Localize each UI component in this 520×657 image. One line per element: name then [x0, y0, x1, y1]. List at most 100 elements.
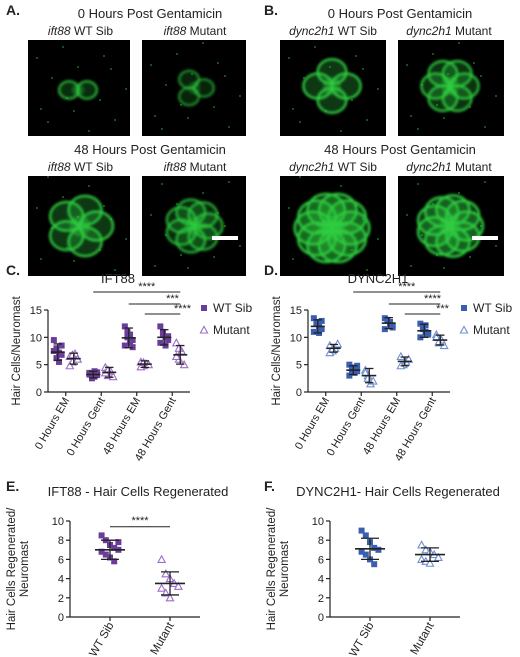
chart-title: DYNC2H1- Hair Cells Regenerated	[296, 484, 500, 499]
data-point	[419, 326, 426, 333]
series-wt-sib	[95, 532, 125, 565]
y-tick-label: 4	[318, 574, 324, 586]
data-point	[318, 326, 325, 333]
legend-label: Mutant	[213, 323, 250, 337]
data-point	[157, 323, 164, 330]
panel-f-label: F.	[264, 478, 275, 494]
data-point	[375, 546, 382, 553]
data-point	[422, 322, 429, 329]
micrograph-ift88-wt-0h	[28, 40, 130, 136]
data-point	[371, 561, 378, 568]
data-point	[98, 548, 105, 555]
y-tick-label: 10	[290, 332, 302, 344]
micrograph-ift88-mutant-0h	[142, 40, 246, 136]
data-point	[173, 581, 183, 590]
x-tick-label: 0 Hours EM	[33, 396, 72, 452]
data-point	[102, 551, 109, 558]
y-tick-label: 15	[290, 305, 302, 317]
panel-b-bottom-col1: dync2h1 WT Sib	[289, 160, 377, 174]
data-point	[171, 351, 181, 361]
data-point	[396, 351, 406, 361]
micrograph-dync2h1-mutant-48h	[398, 176, 504, 276]
neuromast-cells	[293, 192, 371, 264]
neuromast-cells	[420, 59, 480, 113]
data-point	[425, 329, 432, 336]
data-point	[165, 337, 172, 344]
significance-stars: ****	[131, 515, 149, 527]
panel-b-top-col2: dync2h1 Mutant	[406, 24, 492, 38]
data-point	[354, 368, 361, 375]
data-point	[56, 358, 63, 365]
panel-b-label: B.	[264, 2, 278, 18]
data-point	[421, 545, 431, 554]
y-tick-label: 4	[58, 574, 64, 586]
data-point	[121, 323, 128, 330]
panel-a-top-col2: ift88 Mutant	[163, 24, 227, 38]
data-point	[65, 361, 75, 370]
micrograph-ift88-mutant-48h	[142, 176, 246, 276]
micrograph-dync2h1-wt-0h	[280, 40, 386, 136]
data-point	[157, 339, 164, 346]
neuromast-cells	[302, 58, 362, 114]
x-tick-label: Mutant	[149, 620, 177, 657]
y-tick-label: 2	[58, 593, 64, 605]
significance-stars: ****	[138, 281, 156, 293]
data-point	[127, 339, 134, 346]
series-wt-sib	[355, 527, 385, 568]
data-point	[389, 324, 396, 331]
panel-c-label: C.	[6, 262, 20, 278]
y-axis-label: Hair Cells/Neuromast	[11, 296, 23, 406]
y-tick-label: 0	[318, 612, 324, 624]
data-point	[346, 372, 353, 379]
x-tick-label: 0 Hours EM	[293, 396, 332, 452]
data-point	[108, 371, 118, 381]
panel-b-bottom-col2: dync2h1 Mutant	[406, 160, 492, 174]
neuromast-cells	[165, 198, 224, 254]
data-point	[50, 337, 57, 344]
y-axis-label: Neuromast	[279, 540, 291, 597]
micrograph-ift88-wt-48h	[28, 176, 130, 276]
data-point	[459, 325, 469, 334]
y-tick-label: 0	[296, 387, 302, 399]
significance-stars: ***	[166, 293, 180, 305]
legend-label: WT Sib	[473, 301, 512, 315]
panel-a-top-heading: 0 Hours Post Gentamicin	[77, 6, 223, 21]
data-point	[159, 331, 166, 338]
y-tick-label: 10	[30, 332, 42, 344]
y-axis-label: Hair Cells Regenerated/	[266, 507, 278, 631]
scale-bar-a	[212, 236, 238, 240]
series-mutant	[65, 338, 189, 381]
data-point	[362, 551, 369, 558]
neuromast-cells	[416, 194, 485, 258]
y-tick-label: 10	[312, 516, 324, 528]
data-point	[333, 339, 343, 348]
data-point	[371, 544, 378, 551]
y-tick-label: 5	[36, 360, 42, 372]
y-tick-label: 6	[58, 554, 64, 566]
chart-ift88: IFT88 0 5 10 15 Hair Cells/Neuromast 0 Hours E…	[11, 271, 252, 463]
legend-item: Mutant	[199, 323, 250, 337]
data-point	[157, 554, 167, 563]
x-tick-label: WT Sib	[87, 621, 116, 657]
data-point	[161, 569, 171, 578]
chart-title: IFT88 - Hair Cells Regenerated	[48, 484, 229, 499]
significance-stars: ****	[424, 293, 442, 305]
chart-ift88-regenerated: IFT88 - Hair Cells Regenerated 0 2 4 6 8 10 Hai…	[6, 484, 229, 657]
series-wt-sib	[310, 315, 432, 379]
data-point	[318, 317, 325, 324]
data-point	[199, 325, 209, 334]
significance-stars: ***	[436, 303, 450, 315]
series-mutant	[325, 329, 449, 388]
scale-bar-b	[472, 236, 498, 240]
y-tick-label: 15	[30, 305, 42, 317]
chart-dync2h1-regenerated: DYNC2H1- Hair Cells Regenerated 0 2 4 6 8 10 Ha…	[266, 484, 500, 657]
legend-item: WT Sib	[461, 301, 512, 315]
panel-b-bottom-heading: 48 Hours Post Gentamicin	[324, 142, 476, 157]
legend-label: WT Sib	[213, 301, 252, 315]
data-point	[58, 342, 65, 349]
x-tick-label: WT Sib	[347, 621, 376, 657]
data-point	[53, 355, 60, 362]
panel-a-top-col1: ift88 WT Sib	[47, 24, 114, 38]
x-tick-label: Mutant	[409, 620, 437, 657]
data-point	[313, 319, 320, 326]
